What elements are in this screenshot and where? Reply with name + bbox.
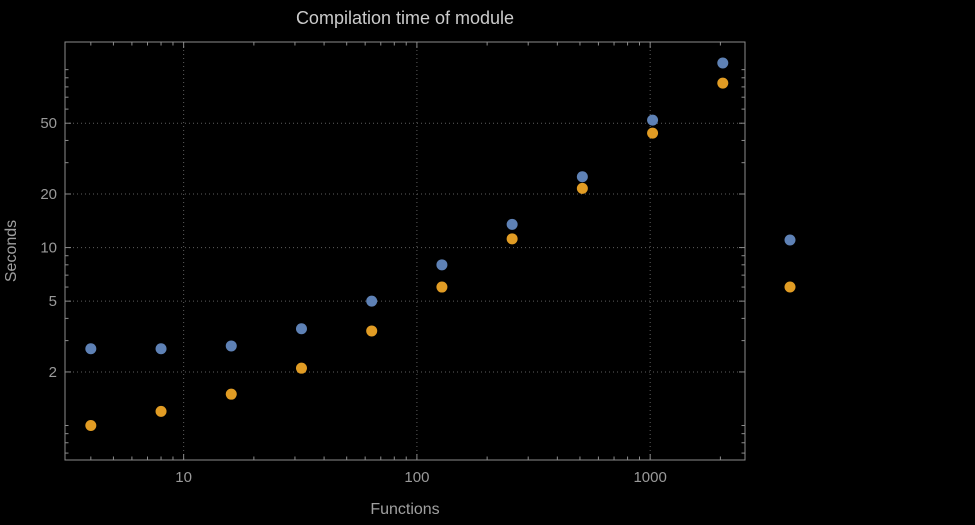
data-point [155,343,167,355]
data-point [225,340,237,352]
tick-labels: 10 100 1000 2 5 10 20 50 [40,115,667,486]
data-point [225,388,237,400]
data-point [85,343,97,355]
data-point [576,171,588,183]
y-tick-label: 2 [49,364,57,381]
data-point [717,77,729,89]
data-points [85,57,729,432]
y-axis-label: Seconds [3,220,20,282]
data-point [717,57,729,69]
legend-marker [784,234,796,246]
chart-title: Compilation time of module [296,8,514,28]
x-tick-label: 100 [404,469,429,486]
x-tick-label: 1000 [633,469,666,486]
gridlines [65,42,745,460]
data-point [436,259,448,271]
x-tick-label: 10 [175,469,192,486]
data-point [506,218,518,230]
plot-frame [64,41,746,461]
legend [784,234,796,293]
data-point [295,362,307,374]
tick-marks [65,42,745,460]
data-point [366,325,378,337]
data-point [647,127,659,139]
data-point [155,405,167,417]
y-tick-label: 20 [40,186,57,203]
y-tick-label: 5 [49,293,57,310]
data-point [506,233,518,245]
data-point [647,114,659,126]
data-point [436,281,448,293]
data-point [85,420,97,432]
x-axis-label: Functions [370,501,439,518]
y-tick-label: 50 [40,115,57,132]
data-point [366,295,378,307]
y-tick-label: 10 [40,240,57,257]
data-point [576,182,588,194]
legend-marker [784,281,796,293]
data-point [295,323,307,335]
